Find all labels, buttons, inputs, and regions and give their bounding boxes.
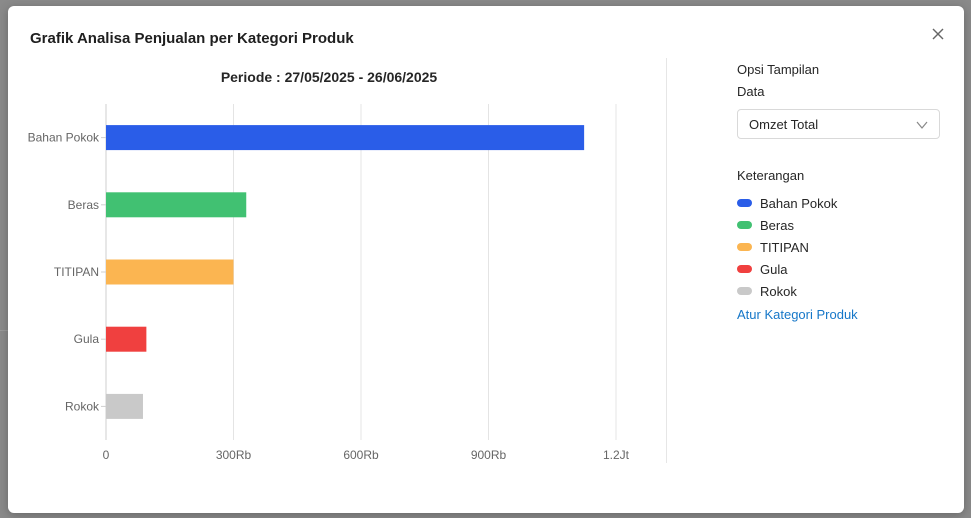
data-select[interactable]: Omzet Total (737, 109, 940, 139)
bar-rokok (106, 393, 143, 419)
data-select-value: Omzet Total (749, 116, 819, 132)
category-label: Rokok (65, 399, 100, 413)
legend-label: TITIPAN (760, 239, 809, 255)
x-tick-label: 0 (103, 448, 110, 462)
bar-chart: Bahan Pokok Beras TITIPAN Gula Rokok 0 300Rb 60… (28, 104, 630, 462)
category-label: Gula (74, 332, 100, 346)
category-label: Bahan Pokok (28, 131, 100, 145)
legend-label: Bahan Pokok (760, 195, 838, 211)
legend-swatch (737, 243, 752, 251)
bar-titipan (106, 259, 234, 285)
chart-modal: Grafik Analisa Penjualan per Kategori Pr… (8, 6, 964, 513)
legend-item: TITIPAN (737, 236, 947, 258)
legend-swatch (737, 221, 752, 229)
chart-area: Periode : 27/05/2025 - 26/06/2025 Bahan … (8, 56, 666, 476)
close-button[interactable] (930, 26, 946, 42)
legend-item: Beras (737, 214, 947, 236)
options-title: Opsi Tampilan (737, 62, 820, 77)
x-tick-label: 300Rb (216, 448, 252, 462)
data-label: Data (737, 84, 765, 99)
bar-bahan-pokok (106, 125, 585, 151)
category-label: Beras (68, 198, 99, 212)
chevron-down-icon (916, 121, 928, 129)
modal-title: Grafik Analisa Penjualan per Kategori Pr… (30, 30, 354, 47)
legend-swatch (737, 199, 752, 207)
legend-item: Bahan Pokok (737, 192, 947, 214)
display-options-panel: Opsi Tampilan Data Omzet Total Keteranga… (737, 62, 947, 324)
category-label: TITIPAN (54, 265, 99, 279)
x-tick-label: 1.2Jt (603, 448, 630, 462)
legend-list: Bahan Pokok Beras TITIPAN Gula Rokok (737, 192, 947, 302)
legend-item: Rokok (737, 280, 947, 302)
chart-period-title: Periode : 27/05/2025 - 26/06/2025 (220, 69, 438, 85)
legend-label: Beras (760, 217, 794, 233)
legend-title: Keterangan (737, 168, 805, 183)
bar-gula (106, 326, 147, 352)
x-tick-label: 600Rb (343, 448, 379, 462)
manage-categories-link[interactable]: Atur Kategori Produk (737, 307, 858, 322)
backdrop-line (0, 330, 8, 331)
legend-swatch (737, 265, 752, 273)
divider (666, 58, 667, 463)
legend-label: Gula (760, 261, 788, 277)
x-tick-label: 900Rb (471, 448, 507, 462)
legend-item: Gula (737, 258, 947, 280)
close-icon (932, 28, 944, 40)
legend-label: Rokok (760, 283, 797, 299)
legend-swatch (737, 287, 752, 295)
bar-beras (106, 192, 247, 218)
